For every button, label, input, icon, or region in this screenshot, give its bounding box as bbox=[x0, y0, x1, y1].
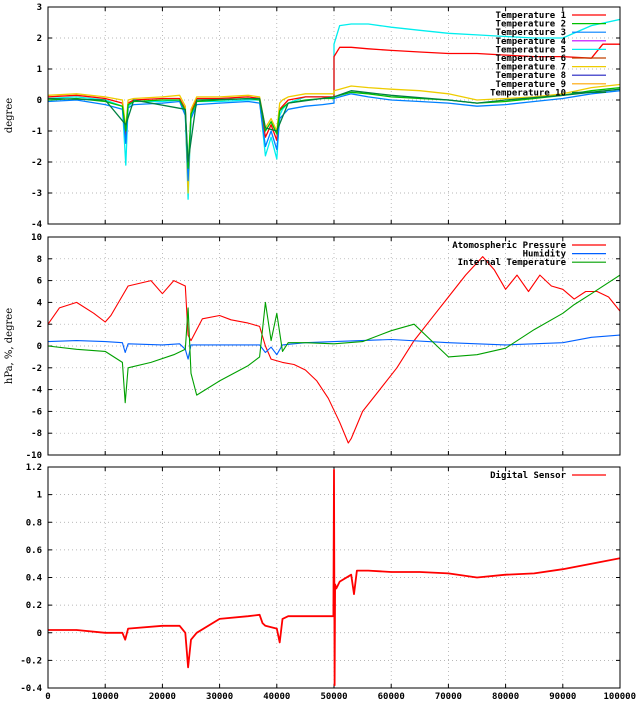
plot-frame bbox=[47, 6, 621, 225]
chart-panel-3: -0.4 -0.2 0 0.2 0.4 0.6 0.8 1 1.2 0 10000 20000 3000… bbox=[20, 463, 636, 702]
legend-label: Atomospheric Pressure bbox=[452, 240, 566, 251]
plot-frame bbox=[47, 236, 621, 456]
y-tick-label: 0 bbox=[37, 96, 42, 106]
y-tick-label: 0.4 bbox=[26, 574, 43, 584]
legend-label: Temperature 4 bbox=[496, 37, 567, 47]
series-line-temperature-3 bbox=[48, 90, 620, 182]
y-axis-label: hPa, %, degree bbox=[4, 308, 15, 384]
x-tick-label: 60000 bbox=[378, 692, 405, 702]
legend-label: Temperature 3 bbox=[496, 28, 566, 38]
legend-label: Temperature 7 bbox=[496, 63, 566, 73]
plot-area bbox=[48, 256, 620, 444]
y-tick-label: 4 bbox=[37, 298, 43, 308]
legend-label: Digital Sensor bbox=[490, 470, 566, 481]
y-tick-label: 1.2 bbox=[26, 463, 42, 473]
x-tick-label: 10000 bbox=[92, 692, 119, 702]
y-tick-label: -8 bbox=[31, 429, 42, 439]
y-tick-label: 0 bbox=[37, 629, 42, 639]
x-tick-label: 40000 bbox=[263, 692, 290, 702]
y-tick-label: -2 bbox=[31, 364, 42, 374]
y-tick-label: -4 bbox=[31, 220, 42, 230]
y-tick-label: 1 bbox=[37, 491, 42, 501]
y-tick-label: 2 bbox=[37, 320, 42, 330]
legend-label: Internal Temperature bbox=[458, 258, 567, 268]
y-tick-label: 3 bbox=[37, 3, 42, 13]
legend-label: Temperature 6 bbox=[496, 54, 566, 64]
y-tick-label: 0.2 bbox=[26, 601, 42, 611]
series-line-atomospheric-pressure bbox=[48, 256, 620, 444]
y-tick-label: -2 bbox=[31, 158, 42, 168]
y-tick-label: -4 bbox=[31, 386, 42, 396]
x-tick-label: 90000 bbox=[549, 692, 576, 702]
chart-panel-2: -10 -8 -6 -4 -2 0 2 4 6 8 10 hPa, %, degree Atomosph… bbox=[4, 233, 621, 461]
y-axis-label: degree bbox=[4, 98, 15, 133]
legend-label: Temperature 1 bbox=[496, 11, 566, 21]
x-tick-label: 30000 bbox=[206, 692, 233, 702]
x-tick-label: 100000 bbox=[603, 692, 636, 702]
series-line-humidity bbox=[48, 334, 620, 360]
plot-frame bbox=[47, 466, 621, 689]
y-tick-label: -0.2 bbox=[20, 656, 42, 666]
y-tick-label: 0.8 bbox=[26, 518, 42, 528]
y-tick-label: 2 bbox=[37, 34, 42, 44]
y-tick-label: -6 bbox=[31, 407, 42, 417]
x-tick-label: 0 bbox=[45, 692, 50, 702]
y-tick-label: 8 bbox=[37, 255, 42, 265]
series-line-internal-temperature bbox=[48, 274, 620, 404]
legend-label: Temperature 5 bbox=[496, 45, 566, 55]
legend-label: Temperature 9 bbox=[496, 80, 566, 90]
legend: Digital Sensor bbox=[490, 470, 606, 481]
x-tick-label: 50000 bbox=[320, 692, 347, 702]
legend-label: Temperature 2 bbox=[496, 20, 566, 30]
plot-area bbox=[48, 18, 620, 200]
series-line-temperature-10 bbox=[48, 88, 620, 163]
plot-area bbox=[48, 468, 620, 687]
series-line-digital-sensor bbox=[48, 468, 620, 687]
y-tick-label: 10 bbox=[31, 233, 42, 243]
series-line-temperature-7 bbox=[48, 83, 620, 194]
x-tick-label: 20000 bbox=[149, 692, 176, 702]
legend-label: Humidity bbox=[523, 249, 567, 260]
legend-label: Temperature 10 bbox=[490, 88, 566, 98]
x-tick-label: 80000 bbox=[492, 692, 519, 702]
x-tick-label: 70000 bbox=[435, 692, 462, 702]
legend-label: Temperature 8 bbox=[496, 71, 566, 81]
y-tick-label: 6 bbox=[37, 277, 42, 287]
y-tick-label: -10 bbox=[26, 451, 42, 461]
y-tick-label: -0.4 bbox=[20, 684, 42, 694]
y-tick-label: 0.6 bbox=[26, 546, 42, 556]
y-tick-label: -1 bbox=[31, 127, 42, 137]
y-tick-label: 0 bbox=[37, 342, 42, 352]
y-tick-label: 1 bbox=[37, 65, 42, 75]
y-tick-label: -3 bbox=[31, 189, 42, 199]
